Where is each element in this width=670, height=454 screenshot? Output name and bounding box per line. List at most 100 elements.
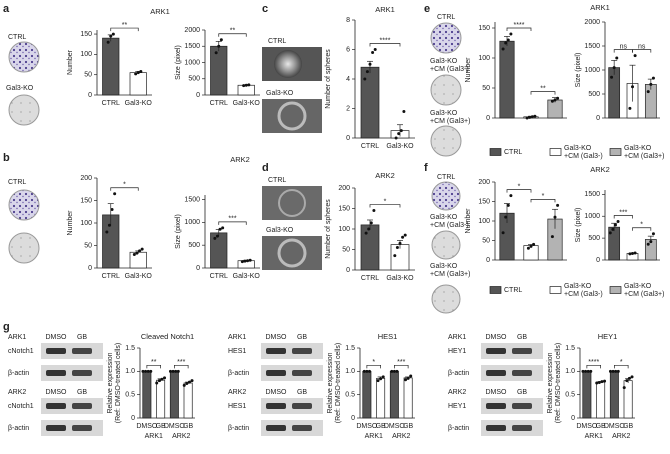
- y-tick-label: 1000: [184, 219, 200, 226]
- legend-swatch: [489, 148, 502, 156]
- significance-bracket: [218, 33, 247, 37]
- data-point: [221, 226, 225, 230]
- blot-band: [486, 425, 506, 431]
- panel-label: c: [262, 3, 268, 15]
- y-tick-label: 150: [478, 198, 490, 205]
- data-point: [651, 76, 655, 80]
- y-tick-label: 1.5: [565, 345, 575, 352]
- data-point: [506, 38, 510, 42]
- data-point: [581, 369, 585, 373]
- lane-label: GB: [297, 334, 307, 341]
- data-point: [365, 369, 369, 373]
- data-point: [504, 215, 508, 219]
- data-point: [134, 72, 138, 76]
- x-tick-label: GB: [623, 423, 633, 430]
- data-point: [625, 379, 629, 383]
- lane-label: DMSO: [266, 389, 288, 396]
- y-axis-label: Number: [465, 208, 472, 234]
- significance-label: *: [542, 193, 545, 200]
- blot-band: [292, 348, 312, 354]
- blot-band: [46, 370, 66, 376]
- data-point: [373, 48, 377, 51]
- data-point: [529, 244, 533, 248]
- y-tick-label: 0.5: [565, 392, 575, 399]
- significance-label: ***: [619, 209, 627, 216]
- data-point: [533, 114, 537, 118]
- data-point: [608, 369, 612, 373]
- panel-label: f: [424, 162, 428, 174]
- chart-title: HES1: [378, 332, 398, 341]
- cell-label: ARK2: [228, 389, 246, 396]
- panel-label: e: [424, 3, 430, 15]
- y-tick-label: 150: [338, 205, 350, 212]
- significance-bracket: [110, 27, 139, 32]
- data-point: [367, 369, 371, 373]
- dish-image: [8, 94, 40, 126]
- significance-bracket: [614, 364, 629, 369]
- group-label: ARK1: [145, 433, 163, 440]
- y-tick-label: 1500: [584, 43, 600, 50]
- significance-bracket: [632, 227, 652, 231]
- image-label: +CM (Gal3+): [430, 118, 470, 125]
- y-tick-label: 100: [338, 226, 350, 233]
- data-point: [174, 369, 178, 373]
- data-point: [379, 377, 383, 381]
- x-tick-label: GB: [183, 423, 193, 430]
- y-axis-label: (Ref: DMSO-treated cells): [115, 343, 122, 424]
- data-point: [633, 251, 637, 255]
- significance-bracket: [586, 364, 601, 369]
- image-label: Gal3-KO: [430, 110, 458, 117]
- legend-label: +CM (Gal3+): [624, 291, 664, 298]
- data-point: [589, 369, 593, 373]
- y-tick-label: 1500: [584, 191, 600, 198]
- y-tick-label: 2000: [184, 27, 200, 34]
- significance-label: ***: [177, 359, 185, 366]
- bar: [623, 380, 633, 419]
- x-tick-label: GB: [596, 423, 606, 430]
- y-tick-label: 50: [84, 72, 92, 79]
- data-point: [403, 233, 407, 237]
- y-tick-label: 0: [346, 135, 350, 142]
- significance-label: **: [122, 22, 128, 29]
- data-point: [248, 258, 252, 262]
- y-tick-label: 200: [478, 179, 490, 186]
- y-tick-label: 2000: [584, 19, 600, 26]
- cell-label: ARK1: [228, 334, 246, 341]
- significance-label: ****: [588, 359, 599, 366]
- image-label: +CM (Gal3-): [430, 222, 469, 229]
- blot-band: [292, 403, 312, 409]
- dish-image: [431, 230, 461, 260]
- blot-band: [486, 370, 506, 376]
- data-point: [608, 231, 612, 235]
- data-point: [132, 253, 136, 256]
- group-label: ARK1: [365, 433, 383, 440]
- data-point: [215, 234, 219, 238]
- blot-band: [266, 370, 286, 376]
- y-tick-label: 1.5: [345, 345, 355, 352]
- data-point: [213, 236, 217, 240]
- data-point: [390, 369, 394, 373]
- protein-label: HES1: [228, 348, 246, 355]
- legend-swatch: [549, 148, 562, 156]
- data-point: [649, 82, 653, 86]
- y-tick-label: 0: [196, 265, 200, 272]
- data-point: [106, 40, 110, 44]
- sphere-image: [277, 238, 307, 268]
- blot-band: [292, 425, 312, 431]
- sphere-image: [262, 186, 322, 220]
- bar: [362, 370, 372, 419]
- y-tick-label: 1000: [584, 67, 600, 74]
- y-axis-label: Relative expression: [107, 352, 114, 413]
- group-label: ARK2: [172, 433, 190, 440]
- data-point: [402, 109, 406, 113]
- data-point: [372, 209, 376, 213]
- significance-bracket: [369, 43, 401, 47]
- significance-label: ns: [620, 43, 628, 50]
- y-axis-label: Relative expression: [547, 352, 554, 413]
- sphere-image: [262, 99, 322, 133]
- significance-label: **: [230, 28, 236, 35]
- image-label: Gal3-KO: [430, 58, 458, 65]
- data-point: [501, 231, 505, 235]
- data-point: [528, 115, 532, 119]
- y-tick-label: 0: [346, 267, 350, 274]
